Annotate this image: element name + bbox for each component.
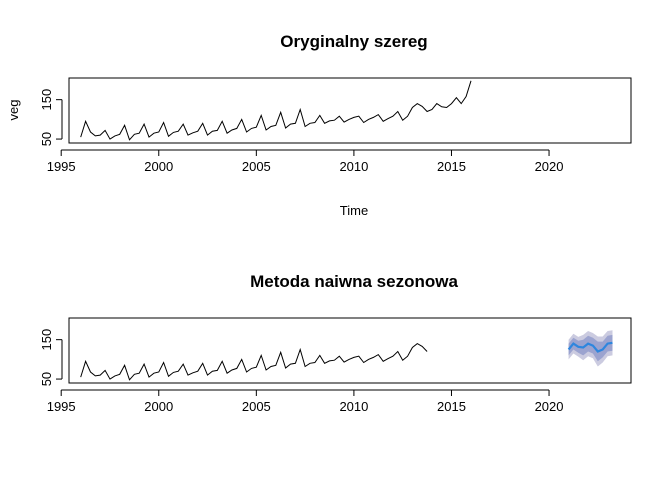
x-tick-label: 2015: [437, 159, 466, 174]
plot-area: 1995 2000 2005 2010 2015 2020 50 150: [39, 317, 632, 414]
x-tick-label: 2015: [437, 399, 466, 414]
x-tick-label: 2000: [144, 159, 173, 174]
plot-frame: [68, 77, 632, 144]
y-tick-label: 150: [39, 329, 54, 351]
x-tick-label: 2005: [242, 399, 271, 414]
x-tick-label: 2020: [535, 159, 564, 174]
forecast-mean-line: [567, 341, 613, 353]
x-tick-label: 1995: [47, 399, 76, 414]
y-tick-label: 150: [39, 89, 54, 111]
forecast-interval-80: [568, 334, 613, 362]
y-axis-label: veg: [6, 100, 21, 121]
x-axis-label: Time: [340, 203, 368, 218]
y-tick-label: 50: [39, 372, 54, 386]
x-tick-label: 2000: [144, 399, 173, 414]
series-line: [80, 342, 428, 381]
chart-title: Metoda naiwna sezonowa: [250, 272, 458, 291]
x-tick-label: 2020: [535, 399, 564, 414]
x-tick-label: 2010: [339, 399, 368, 414]
x-tick-label: 2005: [242, 159, 271, 174]
x-tick-label: 2010: [339, 159, 368, 174]
series-line: [80, 80, 472, 141]
chart-title: Oryginalny szereg: [280, 32, 427, 51]
y-tick-label: 50: [39, 132, 54, 146]
chart-panel-forecast: Metoda naiwna sezonowa 1995 2000 2005 2010 2…: [39, 272, 632, 414]
x-tick-label: 1995: [47, 159, 76, 174]
plot-area: 1995 2000 2005 2010 2015 2020 50 150: [39, 77, 632, 174]
chart-panel-original: Oryginalny szereg Time veg 1995 2000 2005 2…: [6, 32, 632, 218]
plot-frame: [68, 317, 632, 384]
